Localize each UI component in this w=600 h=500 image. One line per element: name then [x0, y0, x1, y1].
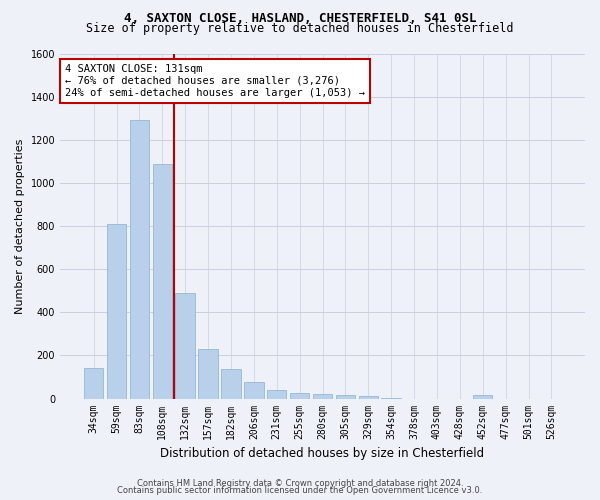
Text: Contains public sector information licensed under the Open Government Licence v3: Contains public sector information licen…: [118, 486, 482, 495]
Bar: [244, 382, 263, 398]
Text: Contains HM Land Registry data © Crown copyright and database right 2024.: Contains HM Land Registry data © Crown c…: [137, 478, 463, 488]
Bar: [152, 164, 172, 398]
Text: 4 SAXTON CLOSE: 131sqm
← 76% of detached houses are smaller (3,276)
24% of semi-: 4 SAXTON CLOSE: 131sqm ← 76% of detached…: [65, 64, 365, 98]
Bar: [313, 394, 332, 398]
X-axis label: Distribution of detached houses by size in Chesterfield: Distribution of detached houses by size …: [160, 447, 485, 460]
Bar: [290, 393, 310, 398]
Bar: [175, 293, 195, 399]
Text: 4, SAXTON CLOSE, HASLAND, CHESTERFIELD, S41 0SL: 4, SAXTON CLOSE, HASLAND, CHESTERFIELD, …: [124, 12, 476, 26]
Y-axis label: Number of detached properties: Number of detached properties: [15, 138, 25, 314]
Bar: [473, 394, 493, 398]
Bar: [335, 396, 355, 398]
Bar: [199, 348, 218, 399]
Bar: [84, 368, 103, 398]
Bar: [359, 396, 378, 398]
Bar: [130, 120, 149, 398]
Bar: [221, 370, 241, 398]
Text: Size of property relative to detached houses in Chesterfield: Size of property relative to detached ho…: [86, 22, 514, 35]
Bar: [107, 224, 126, 398]
Bar: [267, 390, 286, 398]
